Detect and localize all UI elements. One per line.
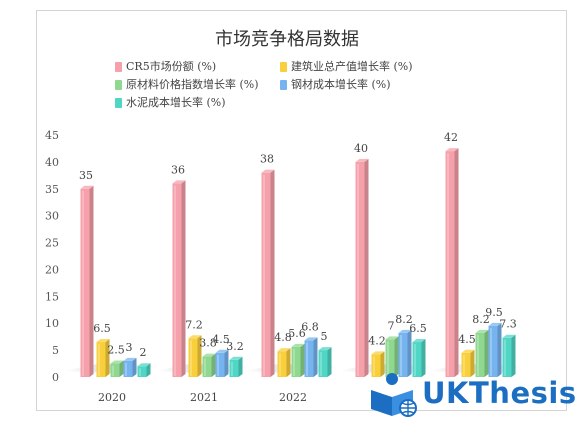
x-tick-label: 2021 (190, 391, 218, 404)
y-tick-label: 25 (45, 237, 59, 250)
legend-label: 建筑业总产值增长率 (%) (291, 59, 413, 73)
data-label: 4.2 (368, 334, 386, 347)
data-label: 7.3 (499, 318, 517, 331)
bar (318, 347, 332, 377)
y-tick-label: 15 (45, 290, 59, 303)
bar (110, 360, 124, 377)
y-tick-label: 10 (45, 317, 59, 330)
chart-title: 市场竞争格局数据 (215, 29, 359, 50)
data-label: 5.6 (288, 327, 306, 340)
bar (277, 348, 291, 377)
data-label: 9.5 (485, 306, 503, 319)
y-tick-label: 20 (45, 263, 59, 276)
legend-swatch (115, 62, 122, 72)
data-label: 7.2 (185, 318, 203, 331)
data-label: 40 (354, 142, 368, 155)
bar (261, 169, 275, 377)
data-label: 5 (321, 330, 328, 343)
bar (488, 322, 502, 377)
watermark-text: UKThesis (422, 376, 577, 410)
y-tick-label: 45 (45, 129, 59, 142)
bar (461, 349, 475, 377)
bar (202, 353, 216, 377)
bar (123, 357, 137, 377)
legend-label: 原材料价格指数增长率 (%) (126, 77, 259, 91)
legend-swatch (280, 62, 287, 72)
legend-swatch (115, 80, 122, 90)
bar (445, 148, 459, 377)
bar (412, 339, 426, 377)
data-label: 6.5 (93, 322, 111, 335)
y-tick-label: 40 (45, 156, 59, 169)
legend-label: CR5市场份额 (%) (126, 59, 216, 73)
data-label: 4.5 (212, 333, 230, 346)
data-label: 7 (388, 319, 395, 332)
data-label: 8.2 (472, 313, 490, 326)
bar (188, 335, 202, 377)
data-label: 4.5 (458, 333, 476, 346)
bar (304, 337, 318, 377)
bar (385, 336, 399, 377)
uk-thesis-watermark: UKThesis (368, 370, 576, 418)
data-label: 3.2 (226, 340, 244, 353)
bars: 356.52.5 3 2367.23.84.53.2384.85.66.85404.… (79, 131, 517, 377)
data-label: 2.5 (107, 344, 125, 357)
data-label: 3 (126, 341, 133, 354)
bar (137, 363, 151, 377)
y-tick-label: 5 (52, 344, 59, 357)
bar (291, 343, 305, 377)
bar (96, 339, 110, 377)
y-axis: 0 5 10 15 20 25 30 35 40 45 (45, 129, 59, 384)
data-label: 8.2 (395, 313, 413, 326)
bar (371, 351, 385, 377)
data-label: 42 (444, 131, 458, 144)
data-label: 2 (140, 346, 147, 359)
y-tick-label: 0 (52, 371, 59, 384)
data-label: 36 (171, 163, 185, 176)
data-label: 4.8 (274, 331, 292, 344)
y-tick-label: 35 (45, 183, 59, 196)
bar (475, 329, 489, 377)
bar (215, 349, 229, 377)
legend-label: 钢材成本增长率 (%) (291, 77, 391, 91)
x-axis: 2020 2021 2022 (98, 391, 307, 404)
bar (80, 185, 94, 377)
book-globe-icon (371, 373, 417, 417)
bar (355, 158, 369, 377)
data-label: 6.8 (301, 320, 319, 333)
x-tick-label: 2020 (98, 391, 126, 404)
data-label: 38 (260, 153, 274, 166)
bar (229, 356, 243, 377)
data-label: 35 (79, 169, 93, 182)
bar (172, 180, 186, 377)
y-tick-label: 30 (45, 210, 59, 223)
data-label: 3.8 (199, 337, 217, 350)
data-label: 6.5 (409, 322, 427, 335)
legend-swatch (280, 80, 287, 90)
bar (502, 334, 516, 377)
legend-swatch (115, 98, 122, 108)
x-tick-label: 2022 (279, 391, 307, 404)
bar (398, 329, 412, 377)
chart-legend: CR5市场份额 (%) 建筑业总产值增长率 (%) 原材料价格指数增长率 (%) 钢材… (115, 59, 413, 109)
legend-label: 水泥成本增长率 (%) (126, 95, 226, 109)
